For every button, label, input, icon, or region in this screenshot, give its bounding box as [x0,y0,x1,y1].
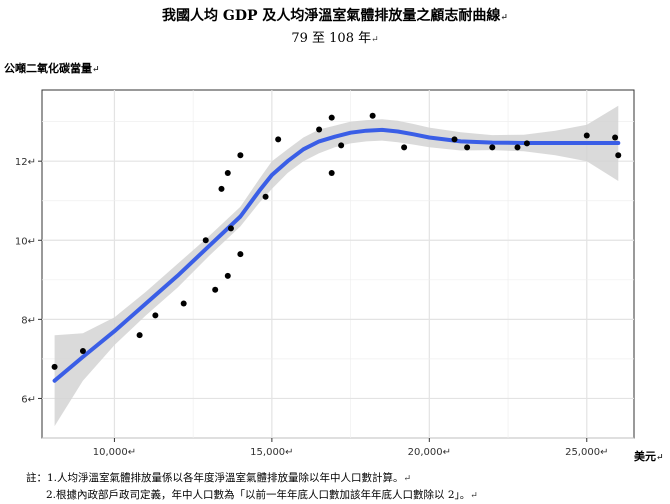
paragraph-mark-icon: ↵ [656,453,664,463]
y-axis-label: 公噸二氧化碳當量↵ [4,60,100,76]
data-point [338,142,345,149]
data-point [328,114,335,121]
data-point [328,170,335,177]
confidence-band-area [54,105,619,427]
data-point [224,272,231,279]
data-point [212,286,219,293]
data-point [136,332,143,339]
data-point [615,152,622,159]
axis-ticks: 10,000↵ 15,000↵ 20,000↵ 25,000↵ 6↵ 8↵ 10↵ 12↵ [15,157,609,458]
data-point [583,132,590,139]
paragraph-mark-icon: ↵ [470,491,478,501]
data-point [464,144,471,151]
x-tick-label: 10,000↵ [93,447,136,458]
data-point [227,225,234,232]
data-point [369,112,376,119]
footnote-1: 註：1.人均淨溫室氣體排放量係以各年度淨溫室氣體排放量除以年中人口數計算。↵ [26,470,478,487]
paragraph-mark-icon: ↵ [403,474,412,484]
footnotes: 註：1.人均淨溫室氣體排放量係以各年度淨溫室氣體排放量除以年中人口數計算。↵ 2… [26,470,478,504]
paragraph-mark-icon: ↵ [371,35,379,45]
data-point [489,144,496,151]
data-point [262,193,269,200]
footnote-2: 2.根據內政部戶政司定義，年中人口數為「以前一年年底人口數加該年年底人口數除以 … [26,487,478,504]
data-point [202,237,209,244]
y-tick-label: 12↵ [15,157,36,168]
data-point [451,136,458,143]
data-point [224,170,231,177]
data-point [51,363,58,370]
paragraph-mark-icon: ↵ [500,13,508,23]
footnote-1-text: 註：1.人均淨溫室氣體排放量係以各年度淨溫室氣體排放量除以年中人口數計算。 [26,472,404,484]
data-point [152,312,159,319]
confidence-band [54,105,619,427]
x-tick-label: 15,000↵ [250,447,293,458]
x-tick-label: 25,000↵ [565,447,608,458]
data-point [523,140,530,147]
data-point [275,136,282,143]
data-points [51,112,622,370]
footnote-2-text: 2.根據內政部戶政司定義，年中人口數為「以前一年年底人口數加該年年底人口數除以 … [46,489,471,501]
smooth-line [52,127,621,383]
x-axis-unit-text: 美元 [634,450,656,463]
data-point [514,144,521,151]
y-tick-label: 10↵ [15,236,36,247]
y-tick-label: 8↵ [21,315,36,326]
chart-subtitle: 79 至 108 年↵ [0,27,670,46]
data-point [237,152,244,159]
y-tick-label: 6↵ [21,394,36,405]
data-point [612,134,619,141]
data-point [316,126,323,133]
chart-title: 我國人均 GDP 及人均淨溫室氣體排放量之顧志耐曲線↵ [0,5,670,25]
data-point [401,144,408,151]
smooth-line-path [52,127,621,383]
data-point [218,185,225,192]
paragraph-mark-icon: ↵ [92,65,100,75]
chart-subtitle-text: 79 至 108 年 [291,31,372,46]
x-tick-label: 20,000↵ [408,447,451,458]
x-axis-unit: 美元↵ [634,448,664,464]
data-point [237,251,244,258]
data-point [79,348,86,354]
chart-title-text: 我國人均 GDP 及人均淨溫室氣體排放量之顧志耐曲線 [162,8,501,24]
data-point [180,300,187,307]
y-axis-label-text: 公噸二氧化碳當量 [4,62,92,75]
